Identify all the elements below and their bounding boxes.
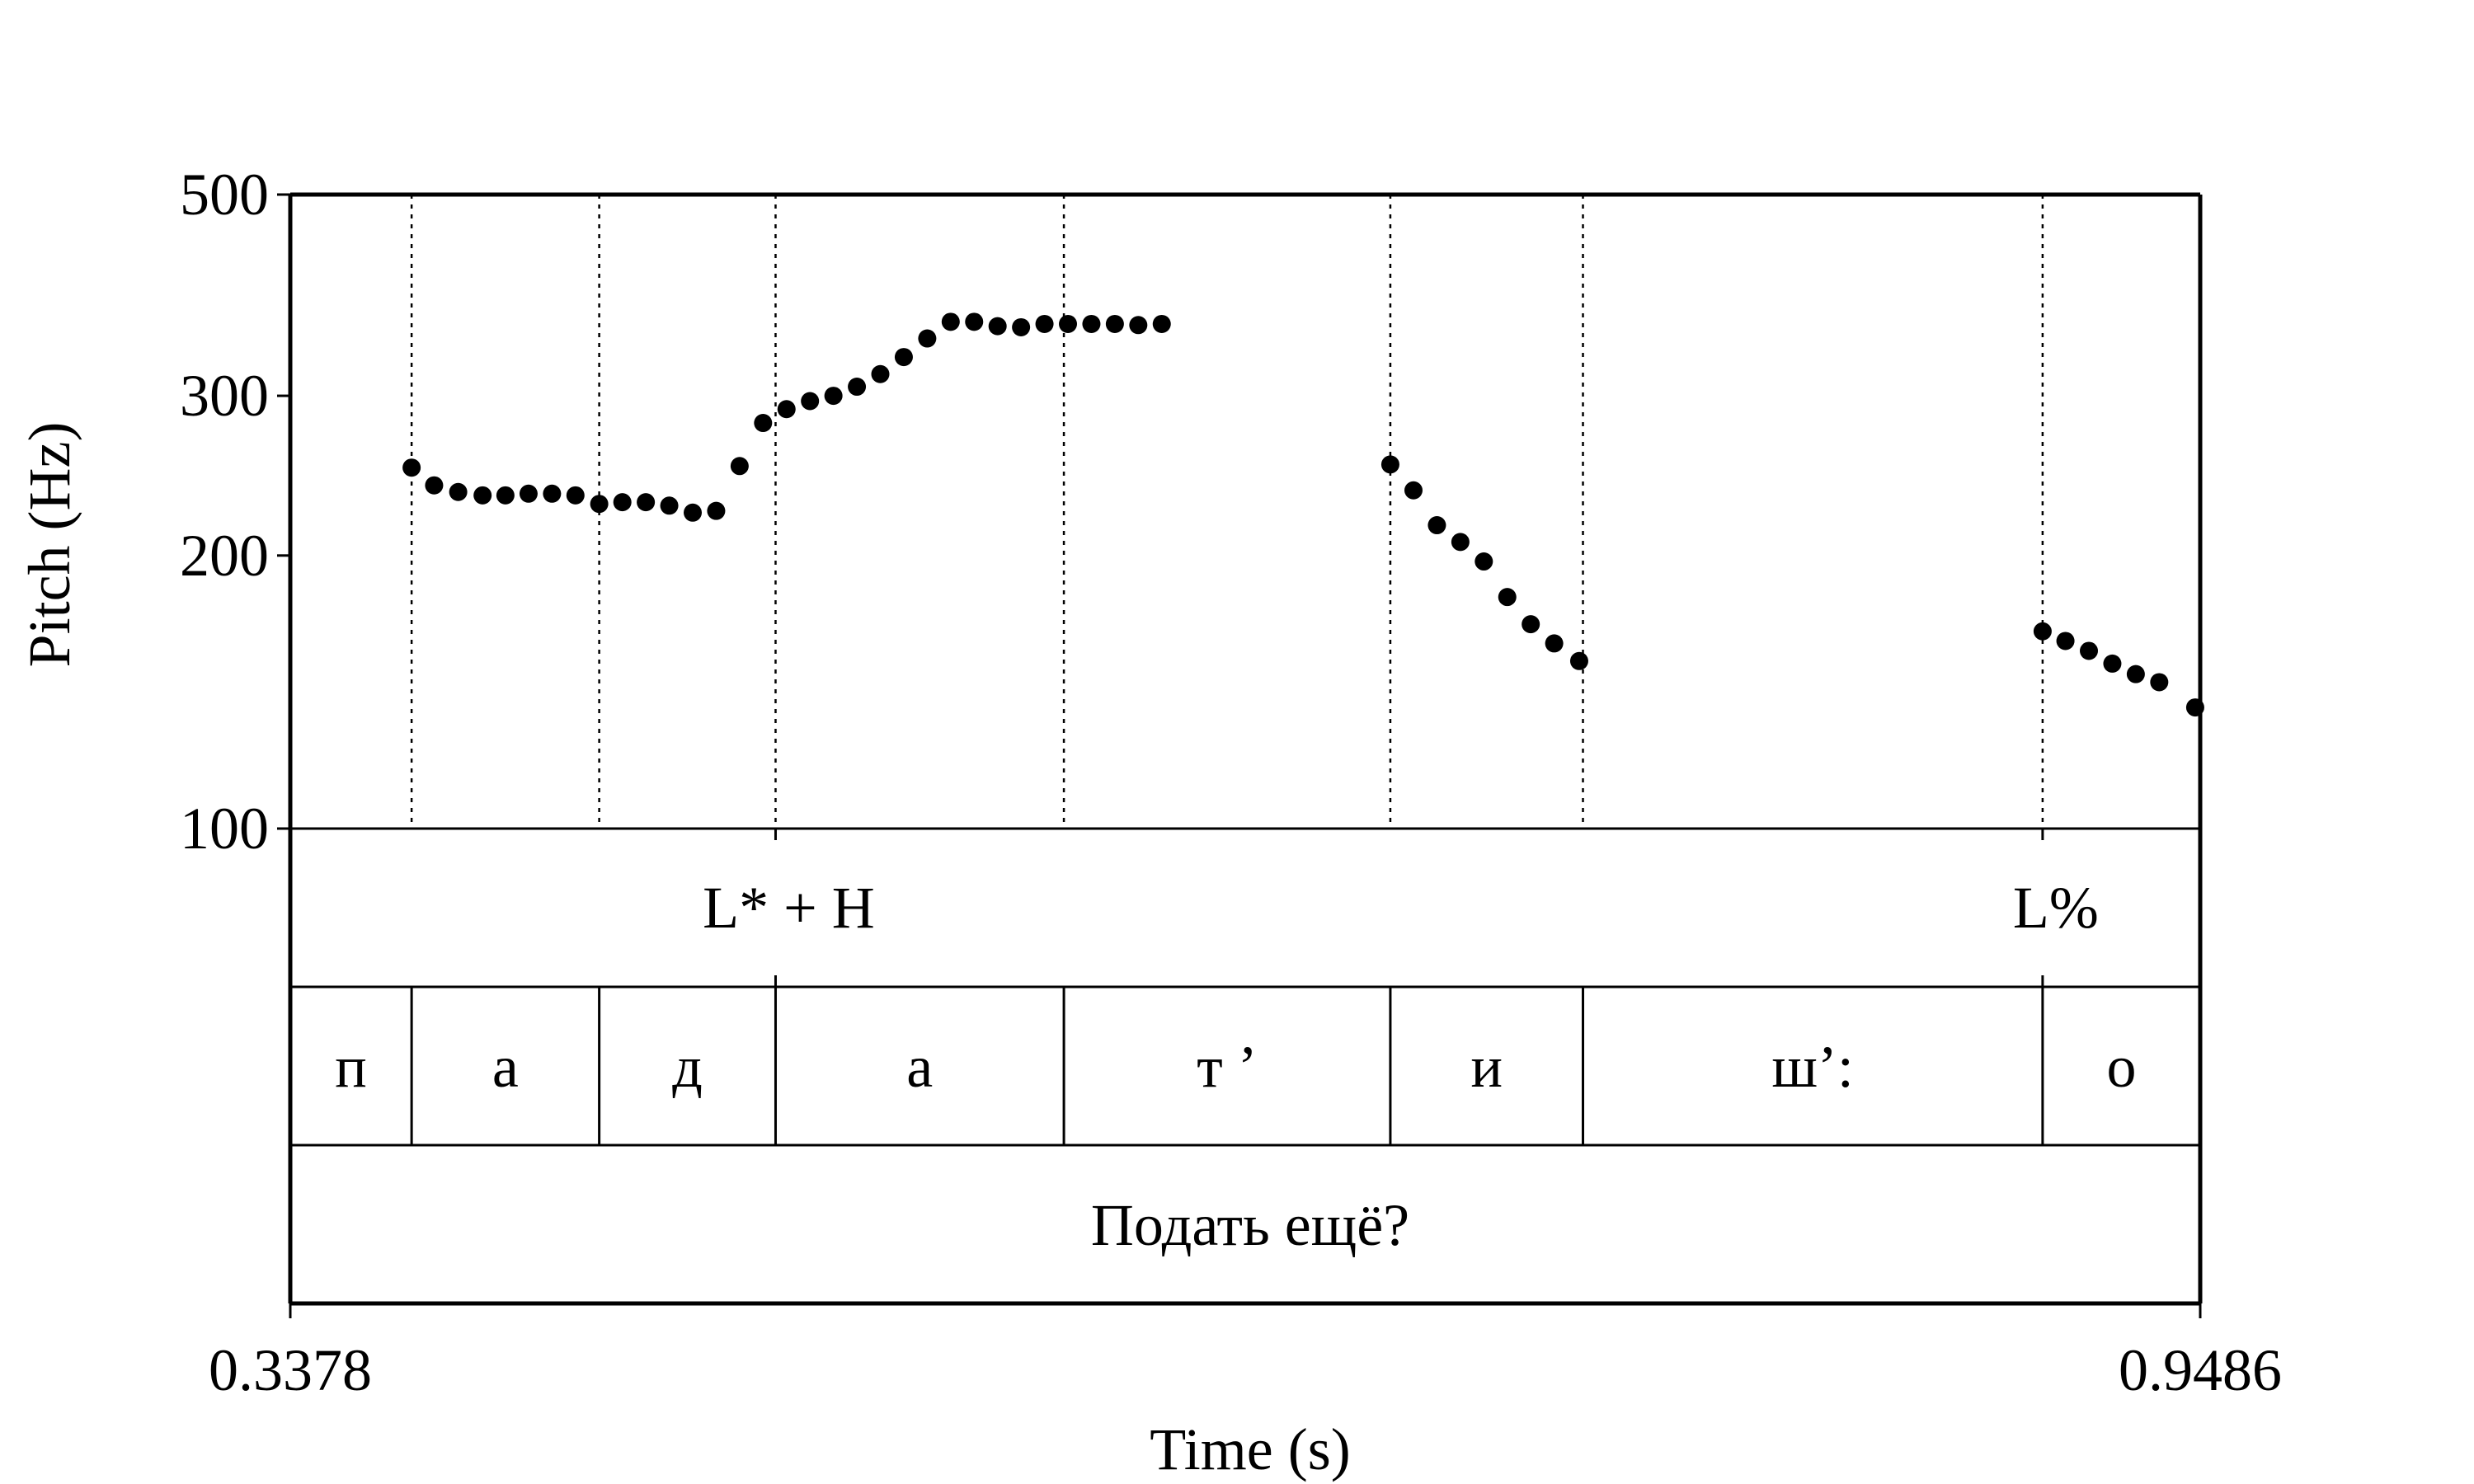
pitch-point <box>1152 314 1171 333</box>
pitch-point <box>918 329 937 348</box>
pitch-point <box>1035 314 1054 333</box>
pitch-point <box>2033 622 2052 641</box>
pitch-point <box>1475 552 1493 571</box>
y-tick-label: 300 <box>180 363 269 429</box>
pitch-point <box>707 501 726 520</box>
pitch-point <box>1105 314 1124 333</box>
x-tick-label-start: 0.3378 <box>209 1337 372 1403</box>
pitch-point <box>801 392 820 411</box>
pitch-point <box>1082 314 1101 333</box>
pitch-point <box>519 484 538 503</box>
y-tick-label: 200 <box>180 523 269 589</box>
pitch-point <box>2126 665 2145 683</box>
pitch-point <box>894 348 913 367</box>
tone-label: L* + H <box>703 875 875 941</box>
pitch-point <box>2150 673 2169 692</box>
pitch-point <box>824 387 843 406</box>
segment-label: д <box>672 1034 703 1100</box>
pitch-point <box>941 312 960 331</box>
pitch-point <box>2080 641 2099 660</box>
x-tick-label-end: 0.9486 <box>2119 1337 2282 1403</box>
chart-frame <box>277 192 2203 1318</box>
pitch-point <box>660 496 679 515</box>
pitch-point <box>871 364 890 383</box>
pitch-point <box>2103 654 2122 673</box>
pitch-point <box>1569 651 1588 670</box>
pitch-point <box>449 482 468 501</box>
pitch-point <box>590 495 609 514</box>
pitch-point <box>1451 533 1470 552</box>
pitch-point <box>1380 455 1399 474</box>
pitch-point <box>425 476 444 495</box>
sentence-label: Подать ещё? <box>1091 1192 1409 1258</box>
pitch-point <box>637 493 656 512</box>
segment-label: о <box>2106 1034 2136 1100</box>
pitch-point <box>1427 516 1446 535</box>
pitch-point <box>1545 634 1564 653</box>
pitch-point <box>988 317 1007 336</box>
pitch-point <box>613 493 632 512</box>
segment-label: а <box>492 1034 519 1100</box>
chart-labels: Pitch (Hz) Time (s) 0.3378 0.9486 Подать… <box>16 162 2282 1482</box>
pitch-point <box>1522 615 1540 634</box>
pitch-point <box>754 414 773 433</box>
segment-label: т ’ <box>1197 1034 1257 1100</box>
pitch-point <box>1012 317 1031 336</box>
pitch-points <box>402 312 2204 717</box>
y-axis-label: Pitch (Hz) <box>16 422 82 668</box>
y-tick-label: 500 <box>180 162 269 228</box>
pitch-point <box>730 457 749 476</box>
segment-label: ш’: <box>1771 1034 1853 1100</box>
y-tick-label: 100 <box>180 796 269 862</box>
pitch-point <box>2185 698 2204 717</box>
x-axis-label: Time (s) <box>1150 1416 1350 1482</box>
segment-label: и <box>1470 1034 1503 1100</box>
pitch-point <box>2056 632 2075 650</box>
boundary-lines <box>410 195 2044 829</box>
pitch-point <box>402 458 421 477</box>
pitch-point <box>777 400 796 419</box>
pitch-point <box>965 312 984 331</box>
segment-label: п <box>335 1034 367 1100</box>
pitch-point <box>473 486 492 505</box>
pitch-point <box>1129 316 1148 335</box>
pitch-point <box>848 378 867 397</box>
pitch-point <box>1498 588 1517 607</box>
pitch-point <box>496 486 515 505</box>
tone-label: L% <box>2013 875 2099 941</box>
pitch-point <box>543 484 562 503</box>
pitch-point <box>683 503 702 522</box>
pitch-point <box>1059 314 1078 333</box>
pitch-point <box>1404 481 1423 500</box>
segment-label: а <box>906 1034 933 1100</box>
pitch-point <box>566 486 585 505</box>
